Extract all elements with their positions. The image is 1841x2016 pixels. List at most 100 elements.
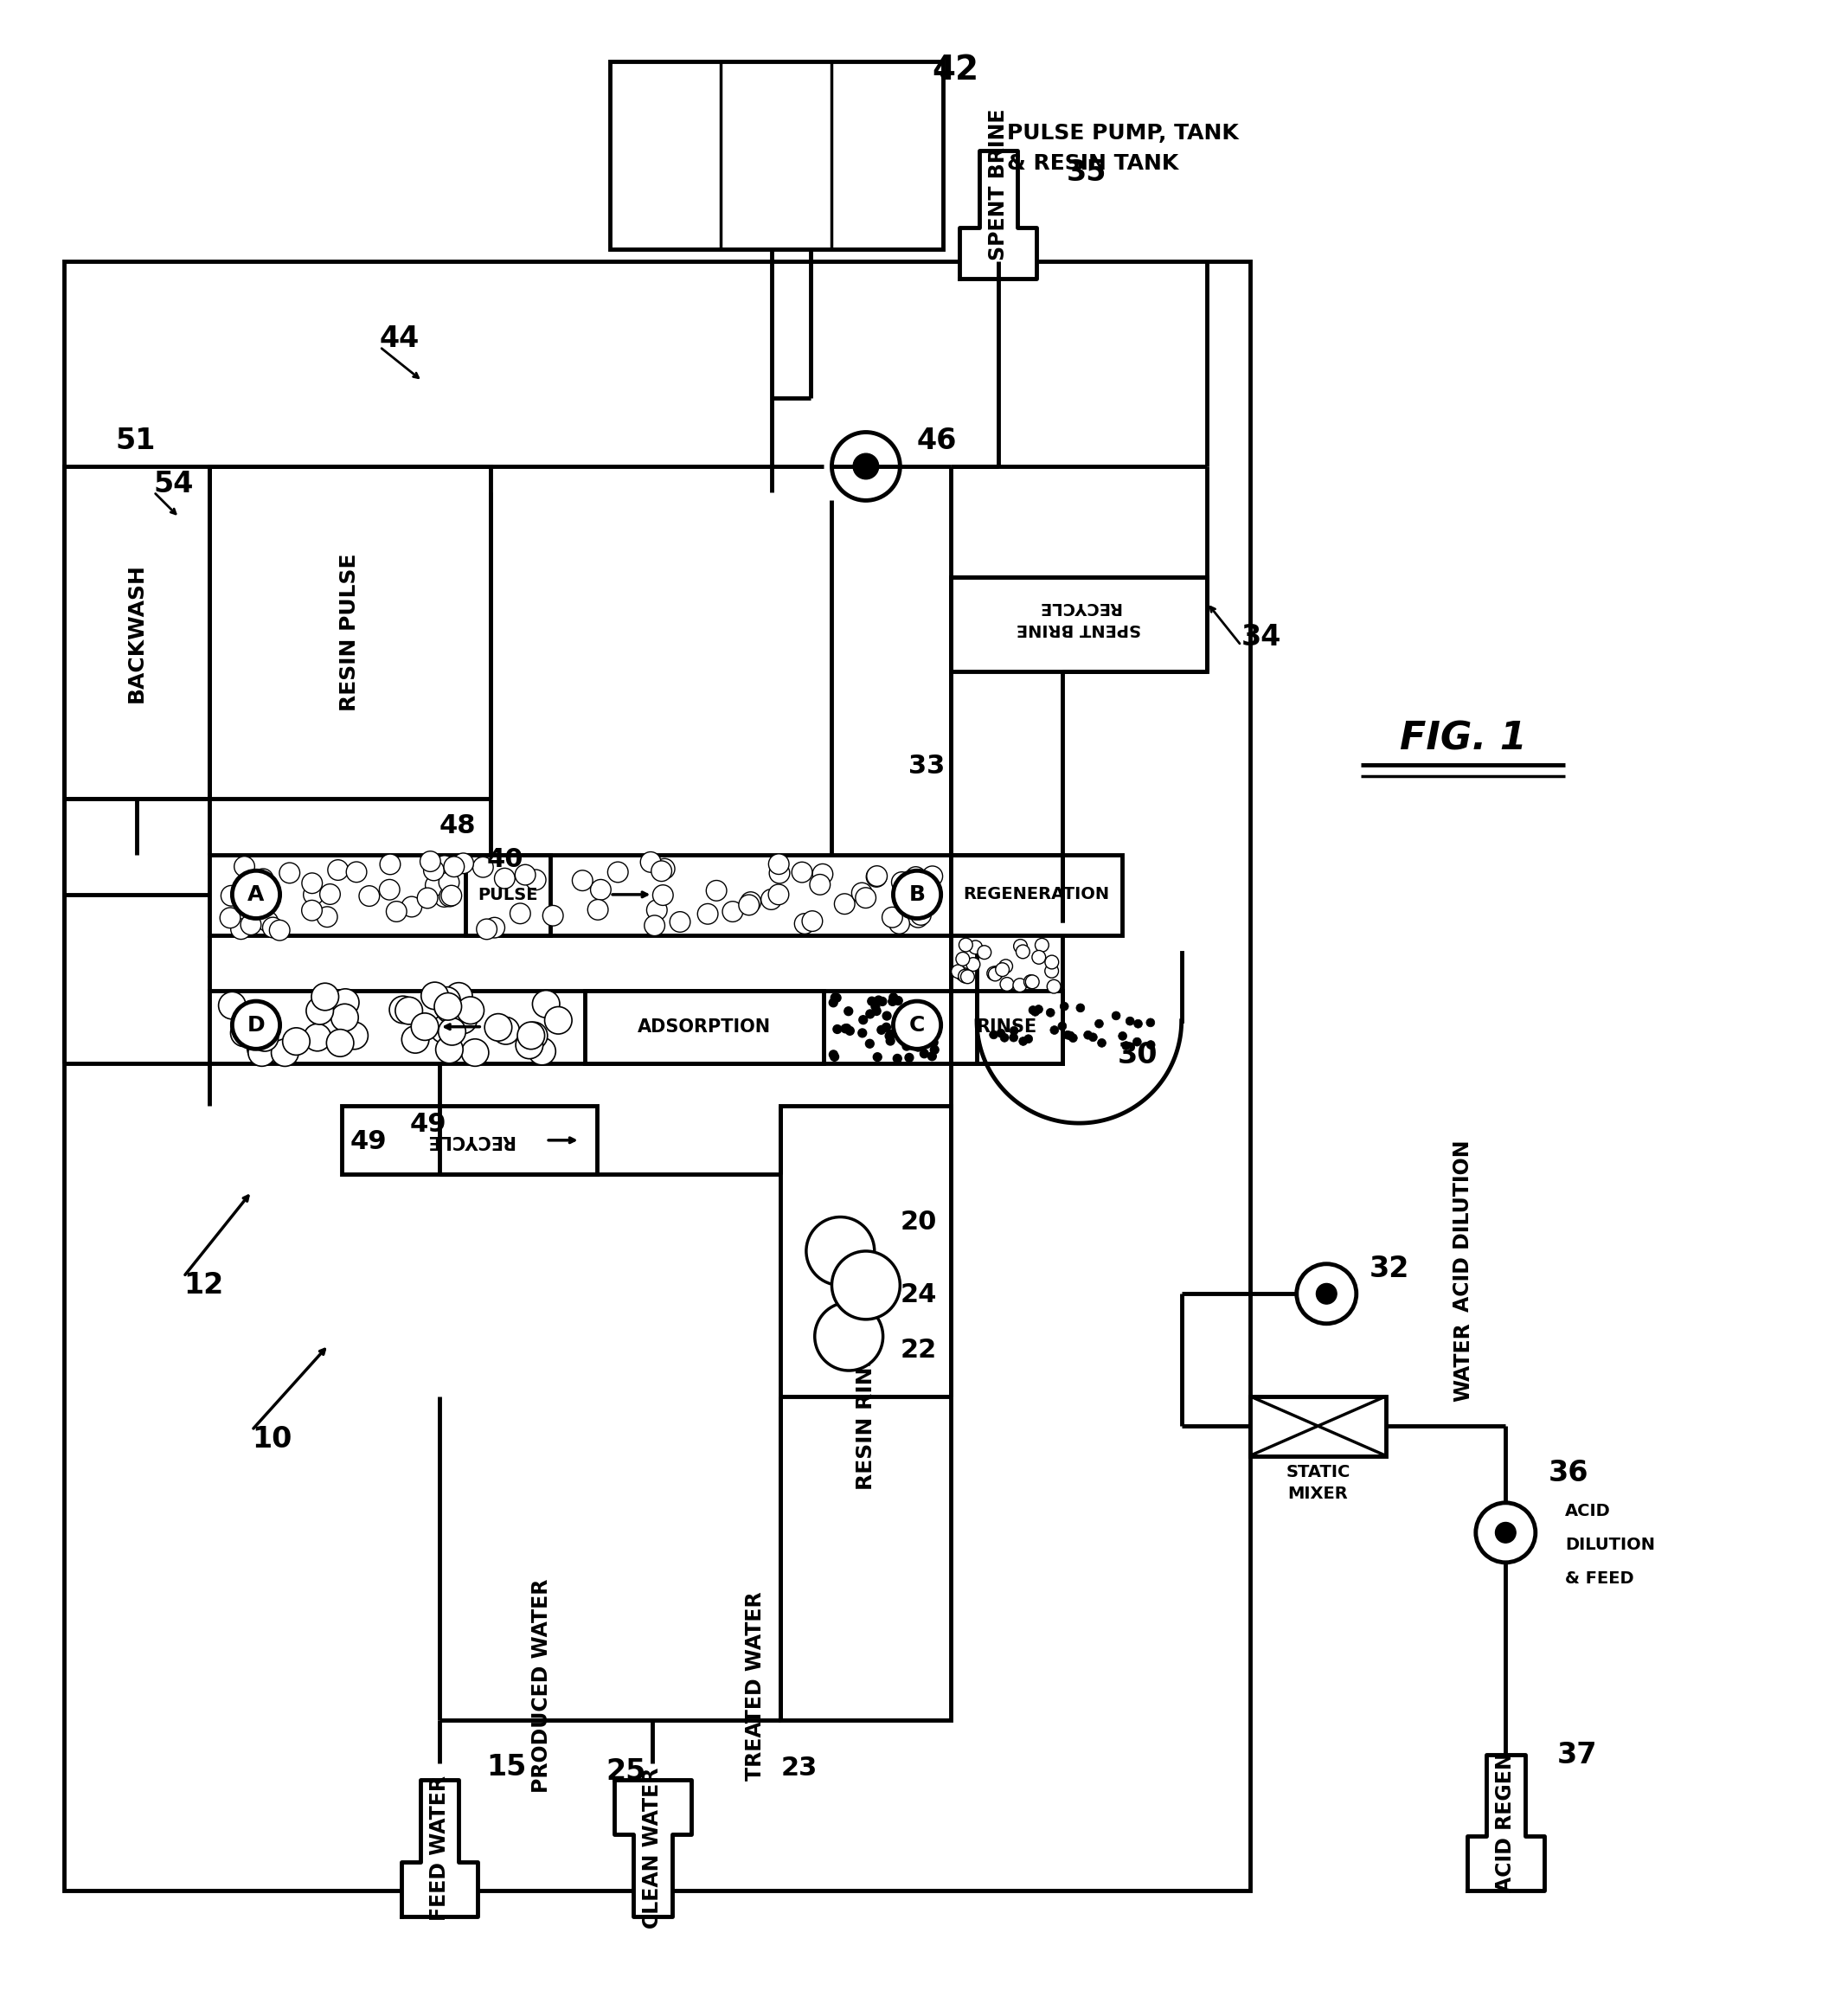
Text: 20: 20 xyxy=(900,1210,937,1236)
Bar xyxy=(781,1107,952,1720)
Bar xyxy=(210,992,952,1064)
Circle shape xyxy=(249,873,269,893)
Circle shape xyxy=(996,1028,1005,1038)
Circle shape xyxy=(1097,1038,1106,1046)
Circle shape xyxy=(1495,1522,1515,1542)
Text: MIXER: MIXER xyxy=(1289,1486,1348,1502)
Bar xyxy=(584,992,823,1064)
Circle shape xyxy=(641,853,661,873)
Text: 22: 22 xyxy=(900,1339,937,1363)
Circle shape xyxy=(462,1038,488,1066)
Circle shape xyxy=(996,964,1009,976)
Circle shape xyxy=(911,905,932,925)
Circle shape xyxy=(906,867,926,887)
Circle shape xyxy=(1117,1032,1127,1040)
Circle shape xyxy=(331,988,359,1016)
Circle shape xyxy=(1064,1030,1071,1040)
Circle shape xyxy=(1000,978,1014,992)
Circle shape xyxy=(913,1042,922,1050)
Text: D: D xyxy=(247,1014,265,1036)
Circle shape xyxy=(893,871,941,919)
Circle shape xyxy=(515,1032,543,1058)
Circle shape xyxy=(1046,964,1059,978)
Circle shape xyxy=(959,970,972,984)
Circle shape xyxy=(346,861,366,883)
Circle shape xyxy=(221,885,241,905)
Text: 32: 32 xyxy=(1370,1254,1408,1282)
Circle shape xyxy=(434,855,455,877)
Circle shape xyxy=(232,1002,280,1048)
Text: CLEAN WATER: CLEAN WATER xyxy=(643,1768,663,1929)
Text: 23: 23 xyxy=(781,1756,817,1780)
Text: A: A xyxy=(249,885,265,905)
Circle shape xyxy=(249,1038,276,1066)
Circle shape xyxy=(434,992,462,1020)
Circle shape xyxy=(1033,950,1046,964)
Circle shape xyxy=(438,873,458,893)
Polygon shape xyxy=(959,151,1036,278)
Circle shape xyxy=(920,1038,930,1046)
Circle shape xyxy=(1048,980,1060,994)
Text: SPENT BRINE: SPENT BRINE xyxy=(1016,621,1141,637)
Circle shape xyxy=(852,454,878,480)
Text: B: B xyxy=(909,885,926,905)
Circle shape xyxy=(422,982,449,1010)
Circle shape xyxy=(521,1022,547,1050)
Text: 37: 37 xyxy=(1557,1740,1596,1768)
Circle shape xyxy=(515,865,536,885)
Circle shape xyxy=(543,905,563,925)
Circle shape xyxy=(913,1032,920,1040)
Bar xyxy=(952,577,1208,671)
Circle shape xyxy=(867,998,876,1006)
Circle shape xyxy=(1095,1020,1103,1028)
Circle shape xyxy=(644,915,665,935)
Circle shape xyxy=(858,1028,867,1038)
Circle shape xyxy=(909,1004,919,1014)
Circle shape xyxy=(608,863,628,883)
Circle shape xyxy=(898,1008,906,1018)
Circle shape xyxy=(396,998,423,1024)
Circle shape xyxy=(968,939,983,954)
Circle shape xyxy=(1134,1020,1143,1028)
Circle shape xyxy=(852,883,873,903)
Circle shape xyxy=(341,1022,368,1048)
Circle shape xyxy=(865,1040,874,1048)
Circle shape xyxy=(525,869,547,891)
Circle shape xyxy=(379,879,399,899)
Circle shape xyxy=(1009,1034,1018,1042)
Circle shape xyxy=(258,911,278,931)
Circle shape xyxy=(379,855,399,875)
Circle shape xyxy=(886,1036,895,1044)
Circle shape xyxy=(928,1052,937,1060)
Circle shape xyxy=(1046,956,1059,970)
Circle shape xyxy=(1060,1002,1068,1010)
Circle shape xyxy=(867,867,887,887)
Text: 54: 54 xyxy=(153,470,193,498)
Circle shape xyxy=(1016,946,1029,958)
Text: RECYCLE: RECYCLE xyxy=(1038,599,1121,615)
Text: & RESIN TANK: & RESIN TANK xyxy=(1007,153,1178,173)
Circle shape xyxy=(311,984,339,1010)
Circle shape xyxy=(1000,1034,1009,1042)
Circle shape xyxy=(908,907,928,927)
Polygon shape xyxy=(401,1780,479,1917)
Circle shape xyxy=(920,1050,928,1058)
Circle shape xyxy=(1132,1038,1141,1046)
Circle shape xyxy=(1070,1034,1077,1042)
Circle shape xyxy=(768,885,788,905)
Text: 25: 25 xyxy=(606,1758,646,1786)
Circle shape xyxy=(219,992,247,1020)
Circle shape xyxy=(1009,1026,1018,1034)
Bar xyxy=(609,60,943,248)
Circle shape xyxy=(1147,1018,1154,1026)
Circle shape xyxy=(517,1022,545,1048)
Circle shape xyxy=(249,1006,276,1032)
Circle shape xyxy=(230,1020,258,1046)
Text: ACID DILUTION: ACID DILUTION xyxy=(1453,1139,1473,1310)
Circle shape xyxy=(1024,1034,1033,1042)
Circle shape xyxy=(324,994,352,1020)
Circle shape xyxy=(420,851,440,871)
Circle shape xyxy=(887,1030,895,1038)
Circle shape xyxy=(591,879,611,899)
Circle shape xyxy=(1084,1030,1092,1040)
